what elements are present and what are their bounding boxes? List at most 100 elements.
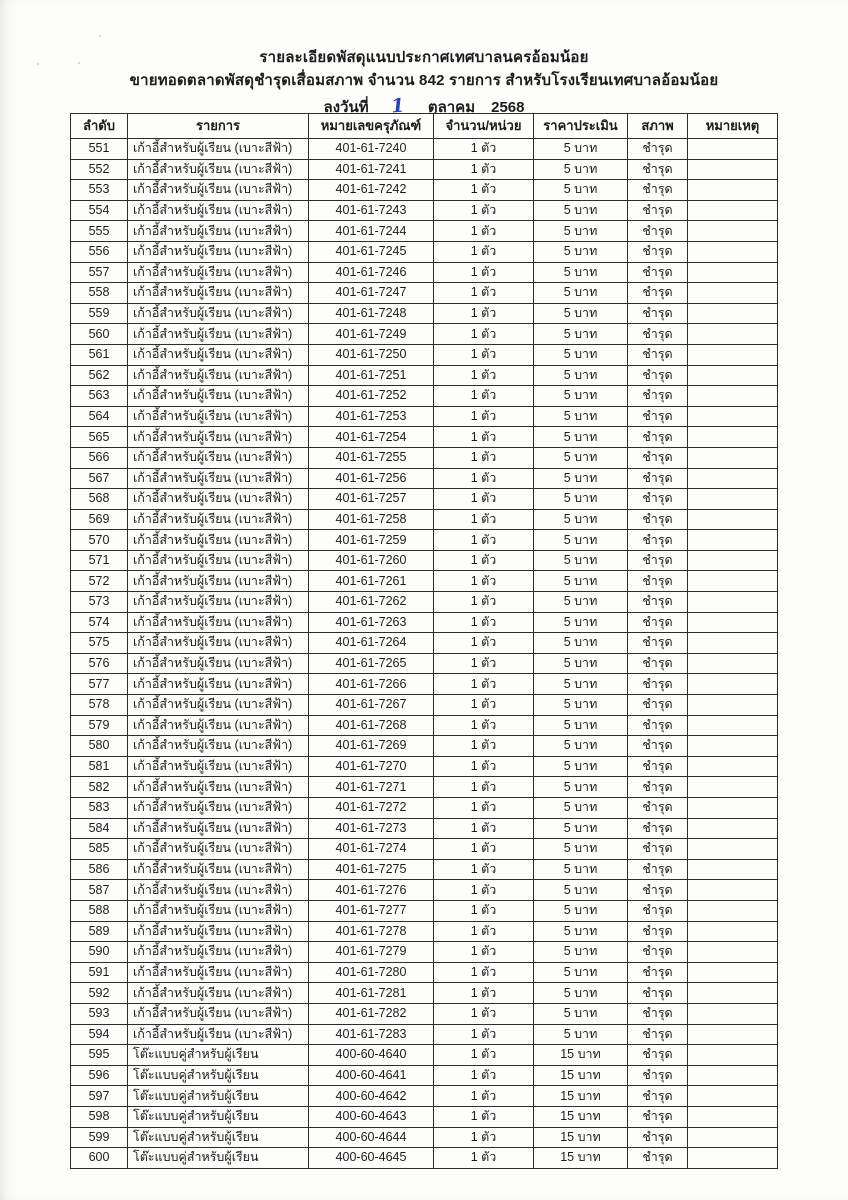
table-cell xyxy=(687,735,778,757)
table-cell: 587 xyxy=(70,879,128,901)
table-cell: ชำรุด xyxy=(627,1002,688,1025)
table-cell: 5 บาท xyxy=(533,611,628,634)
table-cell: 1 ตัว xyxy=(433,838,534,860)
table-cell: ชำรุด xyxy=(627,591,688,613)
table-cell: เก้าอี้สำหรับผู้เรียน (เบาะสีฟ้า) xyxy=(127,426,309,448)
table-cell: 1 ตัว xyxy=(433,549,534,572)
table-row: 559 เก้าอี้สำหรับผู้เรียน (เบาะสีฟ้า) 401-… xyxy=(70,302,778,325)
table-cell: 401-61-7279 xyxy=(308,941,434,963)
table-cell: เก้าอี้สำหรับผู้เรียน (เบาะสีฟ้า) xyxy=(127,570,309,593)
table-cell xyxy=(687,261,778,284)
table-cell: 15 บาท xyxy=(533,1105,628,1128)
table-cell: 1 ตัว xyxy=(433,817,534,840)
table-cell: ชำรุด xyxy=(627,488,688,510)
table-cell xyxy=(687,570,778,593)
table-cell: 401-61-7249 xyxy=(308,323,434,345)
table-cell: 1 ตัว xyxy=(433,652,534,675)
table-cell: 401-61-7281 xyxy=(308,982,434,1004)
table-cell: 585 xyxy=(70,838,128,860)
table-cell: 5 บาท xyxy=(533,776,628,798)
table-cell: 1 ตัว xyxy=(433,426,534,448)
table-cell: 555 xyxy=(70,220,128,242)
table-cell: ชำรุด xyxy=(627,343,688,366)
table-cell: 583 xyxy=(70,797,128,819)
table-cell: 400-60-4642 xyxy=(308,1085,434,1107)
table-cell: โต๊ะแบบคู่สำหรับผู้เรียน xyxy=(127,1126,309,1149)
table-row: 552 เก้าอี้สำหรับผู้เรียน (เบาะสีฟ้า) 401-… xyxy=(70,158,778,181)
table-cell: 578 xyxy=(70,694,128,716)
table-cell: 1 ตัว xyxy=(433,1023,534,1046)
table-row: 600 โต๊ะแบบคู่สำหรับผู้เรียน 400-60-4645 1 … xyxy=(70,1147,778,1169)
table-cell: 560 xyxy=(70,323,128,345)
table-cell: 401-61-7271 xyxy=(308,776,434,798)
table-cell: เก้าอี้สำหรับผู้เรียน (เบาะสีฟ้า) xyxy=(127,632,309,654)
table-cell: 580 xyxy=(70,735,128,757)
table-cell: 401-61-7241 xyxy=(308,158,434,181)
table-row: 591 เก้าอี้สำหรับผู้เรียน (เบาะสีฟ้า) 401-… xyxy=(70,961,778,984)
table-cell: 1 ตัว xyxy=(433,385,534,407)
table-cell xyxy=(687,591,778,613)
table-cell: ชำรุด xyxy=(627,199,688,222)
table-cell: 1 ตัว xyxy=(433,920,534,943)
table-cell xyxy=(687,1147,778,1169)
table-cell: 5 บาท xyxy=(533,1002,628,1025)
table-cell: 401-61-7244 xyxy=(308,220,434,242)
table-cell: 579 xyxy=(70,714,128,737)
table-row: 585 เก้าอี้สำหรับผู้เรียน (เบาะสีฟ้า) 401-… xyxy=(70,838,778,860)
table-cell: 1 ตัว xyxy=(433,941,534,963)
table-cell: เก้าอี้สำหรับผู้เรียน (เบาะสีฟ้า) xyxy=(127,755,309,778)
table-cell: 5 บาท xyxy=(533,1023,628,1046)
table-cell xyxy=(687,179,778,201)
table-cell: 401-61-7255 xyxy=(308,446,434,469)
table-cell: ชำรุด xyxy=(627,467,688,490)
table-row: 583 เก้าอี้สำหรับผู้เรียน (เบาะสีฟ้า) 401-… xyxy=(70,797,778,819)
table-cell: 594 xyxy=(70,1023,128,1046)
table-cell: ชำรุด xyxy=(627,714,688,737)
table-row: 598 โต๊ะแบบคู่สำหรับผู้เรียน 400-60-4643 1 … xyxy=(70,1105,778,1128)
table-cell: 554 xyxy=(70,199,128,222)
table-cell: 5 บาท xyxy=(533,899,628,922)
table-cell: ชำรุด xyxy=(627,220,688,242)
table-cell xyxy=(687,1085,778,1107)
table-cell: 5 บาท xyxy=(533,797,628,819)
table-cell: 401-61-7269 xyxy=(308,735,434,757)
table-cell xyxy=(687,632,778,654)
table-cell: ชำรุด xyxy=(627,570,688,593)
table-cell xyxy=(687,899,778,922)
table-row: 599 โต๊ะแบบคู่สำหรับผู้เรียน 400-60-4644 1 … xyxy=(70,1126,778,1149)
table-row: 582 เก้าอี้สำหรับผู้เรียน (เบาะสีฟ้า) 401-… xyxy=(70,776,778,798)
table-cell: 401-61-7262 xyxy=(308,591,434,613)
table-cell: 1 ตัว xyxy=(433,714,534,737)
table-cell: ชำรุด xyxy=(627,1064,688,1087)
table-cell: 1 ตัว xyxy=(433,982,534,1004)
table-cell: 1 ตัว xyxy=(433,899,534,922)
table-cell: 1 ตัว xyxy=(433,735,534,757)
table-cell: ชำรุด xyxy=(627,426,688,448)
table-cell xyxy=(687,1023,778,1046)
table-cell: 401-61-7254 xyxy=(308,426,434,448)
table-cell: 1 ตัว xyxy=(433,694,534,716)
table-row: 580 เก้าอี้สำหรับผู้เรียน (เบาะสีฟ้า) 401-… xyxy=(70,735,778,757)
table-cell: 401-61-7245 xyxy=(308,240,434,263)
table-cell: 5 บาท xyxy=(533,735,628,757)
table-row: 595 โต๊ะแบบคู่สำหรับผู้เรียน 400-60-4640 1 … xyxy=(70,1044,778,1066)
table-cell xyxy=(687,673,778,696)
table-cell: เก้าอี้สำหรับผู้เรียน (เบาะสีฟ้า) xyxy=(127,694,309,716)
table-cell: เก้าอี้สำหรับผู้เรียน (เบาะสีฟ้า) xyxy=(127,488,309,510)
table-cell: 401-61-7280 xyxy=(308,961,434,984)
table-row: 576 เก้าอี้สำหรับผู้เรียน (เบาะสีฟ้า) 401-… xyxy=(70,652,778,675)
table-cell: 567 xyxy=(70,467,128,490)
table-cell: 5 บาท xyxy=(533,652,628,675)
table-cell: เก้าอี้สำหรับผู้เรียน (เบาะสีฟ้า) xyxy=(127,714,309,737)
table-cell: ชำรุด xyxy=(627,179,688,201)
table-cell: 401-61-7265 xyxy=(308,652,434,675)
table-cell: เก้าอี้สำหรับผู้เรียน (เบาะสีฟ้า) xyxy=(127,899,309,922)
table-cell: 1 ตัว xyxy=(433,1044,534,1066)
table-cell: ชำรุด xyxy=(627,611,688,634)
table-cell xyxy=(687,941,778,963)
table-cell: 401-61-7267 xyxy=(308,694,434,716)
scan-speck xyxy=(37,63,39,65)
table-row: 554 เก้าอี้สำหรับผู้เรียน (เบาะสีฟ้า) 401-… xyxy=(70,199,778,222)
table-cell: 5 บาท xyxy=(533,261,628,284)
table-cell: ชำรุด xyxy=(627,899,688,922)
